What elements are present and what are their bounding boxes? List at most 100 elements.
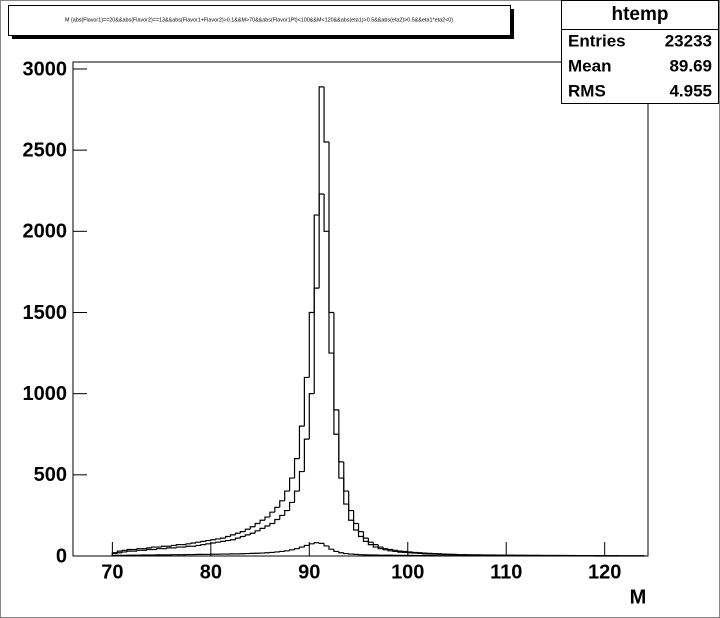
histogram-bin xyxy=(303,376,310,427)
histogram-bin xyxy=(377,544,384,548)
histogram-bin xyxy=(254,522,261,527)
histogram-bin xyxy=(229,534,236,537)
histogram-bin xyxy=(392,550,398,553)
histogram-bin xyxy=(289,477,295,492)
histogram-bin xyxy=(269,522,275,526)
histogram-bin xyxy=(377,547,384,550)
histogram-bin xyxy=(353,520,359,531)
histogram-bin xyxy=(136,549,142,552)
x-tick-label: 100 xyxy=(391,561,424,583)
histogram-bin xyxy=(136,548,142,550)
histogram-bin xyxy=(387,549,393,552)
histogram-bin xyxy=(185,545,192,548)
histogram-bin xyxy=(259,519,265,524)
chart-title: M {abs(Flavor1)==20&&abs(Flavor2)==13&&a… xyxy=(65,17,453,23)
y-tick-label: 2500 xyxy=(23,139,68,161)
histogram-bin xyxy=(254,530,261,534)
histogram-bin xyxy=(284,509,290,516)
histogram-bin xyxy=(293,548,300,550)
stats-label: Mean xyxy=(568,56,611,75)
histogram-bin xyxy=(372,542,379,546)
histogram-bin xyxy=(175,544,182,546)
histogram-bin xyxy=(259,527,265,531)
histogram-bin xyxy=(200,540,206,543)
histogram-bin xyxy=(313,214,320,313)
histogram-bin xyxy=(308,393,315,440)
histogram-bin xyxy=(244,528,251,532)
stats-label: Entries xyxy=(568,31,626,50)
histogram-bin xyxy=(323,543,329,547)
stats-value: 4.955 xyxy=(669,81,712,100)
y-tick-label: 1500 xyxy=(23,302,68,324)
histogram-bin xyxy=(161,545,167,548)
histogram-bin xyxy=(328,545,334,550)
stats-title: htemp xyxy=(612,4,669,25)
histogram-bin xyxy=(190,542,197,544)
x-tick-label: 70 xyxy=(101,561,123,583)
histogram-bin xyxy=(318,542,325,544)
histogram-bin xyxy=(225,535,231,539)
histogram-bin xyxy=(200,544,206,546)
histogram-bin xyxy=(303,544,310,548)
histogram-bin xyxy=(195,544,201,547)
histogram-bin xyxy=(146,547,152,549)
histogram-bin xyxy=(170,544,177,547)
stats-frame xyxy=(561,0,719,104)
histogram-bin xyxy=(210,542,216,544)
stats-box: htemp Entries 23233 Mean 89.69 RMS 4.955 xyxy=(561,0,719,104)
y-tick-label: 1000 xyxy=(23,383,68,405)
histogram-bin xyxy=(357,530,364,538)
histogram-bin xyxy=(308,543,315,546)
histogram-bin xyxy=(313,287,320,394)
histogram-bin xyxy=(298,470,305,492)
histogram-bin xyxy=(229,539,236,541)
x-tick-label: 90 xyxy=(298,561,320,583)
histogram-bin xyxy=(284,550,290,552)
histogram-bin xyxy=(333,549,339,553)
histogram-bin xyxy=(338,434,344,479)
histogram-bin xyxy=(264,516,270,521)
histogram-bin xyxy=(279,500,285,508)
histogram-bin xyxy=(279,514,285,520)
histogram-bin xyxy=(185,543,192,545)
x-axis-label: M xyxy=(630,586,647,608)
x-tick-label: 110 xyxy=(490,561,522,583)
histogram-bin xyxy=(210,539,216,541)
y-tick-label: 500 xyxy=(34,464,67,486)
histogram-bin xyxy=(333,353,339,435)
stats-label: RMS xyxy=(568,81,606,100)
histogram-bin xyxy=(215,538,221,540)
histogram-bin xyxy=(338,551,344,554)
histogram-bin xyxy=(274,518,280,524)
histogram-bin xyxy=(343,478,349,505)
histogram-bin xyxy=(274,506,280,513)
histogram-bin xyxy=(244,534,251,537)
x-tick-label: 80 xyxy=(200,561,222,583)
histogram-bin xyxy=(318,193,325,289)
histogram-bin xyxy=(126,550,133,552)
histogram-bin xyxy=(293,457,300,479)
histogram-series xyxy=(111,542,645,557)
title-box xyxy=(8,5,511,36)
histogram-bin xyxy=(116,552,123,554)
histogram-bin xyxy=(225,539,231,542)
histogram-bin xyxy=(146,548,152,551)
x-tick-label: 120 xyxy=(588,561,621,583)
histogram-bin xyxy=(318,86,325,216)
histogram-bin xyxy=(343,552,349,555)
histogram-bin xyxy=(269,511,275,518)
histogram-bin xyxy=(313,542,320,544)
histogram-bin xyxy=(239,535,246,539)
histogram-bin xyxy=(151,546,157,548)
y-tick-label: 3000 xyxy=(23,58,68,80)
histogram-bin xyxy=(234,537,241,540)
histogram-bin xyxy=(205,539,211,542)
histogram-bin xyxy=(323,193,329,232)
histogram-bin xyxy=(156,548,162,550)
histogram-bin xyxy=(397,551,403,553)
histogram-bin xyxy=(220,540,226,543)
histogram-bin xyxy=(362,536,369,542)
histogram-bin xyxy=(205,543,211,545)
histogram-bin xyxy=(215,541,221,544)
